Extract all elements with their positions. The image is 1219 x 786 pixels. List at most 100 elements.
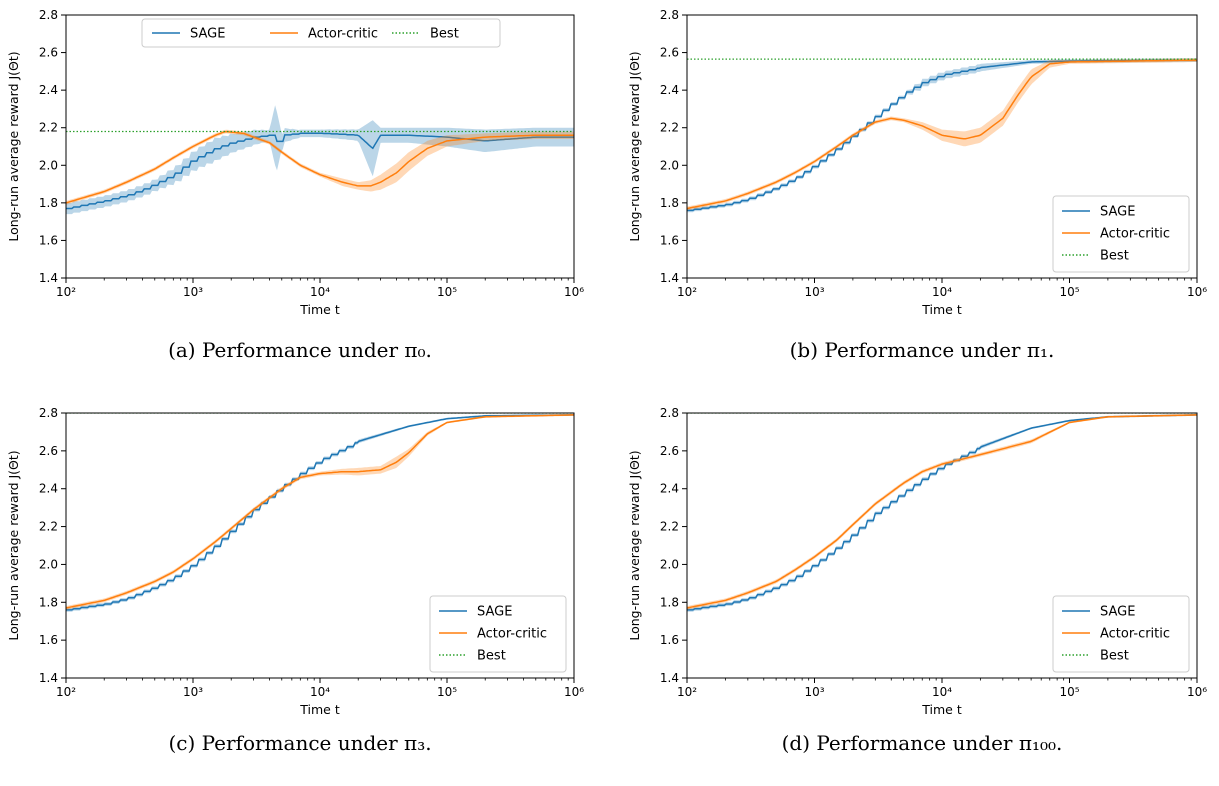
x-tick-label: 10⁴ — [310, 685, 330, 699]
x-tick-label: 10⁵ — [437, 285, 457, 299]
y-tick-label: 1.4 — [660, 271, 679, 285]
y-axis-label: Long-run average reward J(Θt) — [627, 51, 642, 241]
x-axis-label: Time t — [921, 702, 962, 717]
y-tick-label: 1.8 — [39, 595, 58, 609]
figure-caption: (a) Performance under π₀. — [168, 338, 432, 362]
y-tick-label: 2.8 — [660, 406, 679, 420]
legend-box — [1052, 595, 1190, 673]
y-tick-label: 2.6 — [39, 444, 58, 458]
legend-box — [429, 595, 567, 673]
plot-area — [687, 58, 1197, 213]
series-line-sage — [687, 414, 1197, 611]
y-tick-label: 2.6 — [660, 46, 679, 60]
y-tick-label: 2.4 — [39, 482, 58, 496]
y-tick-label: 2.2 — [660, 520, 679, 534]
x-axis-label: Time t — [299, 702, 340, 717]
y-tick-label: 2.8 — [39, 406, 58, 420]
series-line-sage — [66, 414, 574, 611]
x-axis-label: Time t — [921, 302, 962, 317]
y-tick-label: 2.2 — [39, 121, 58, 135]
y-tick-label: 2.4 — [660, 482, 679, 496]
series-band-actor-critic — [687, 413, 1197, 610]
x-tick-label: 10⁴ — [932, 685, 952, 699]
x-tick-label: 10⁵ — [437, 685, 457, 699]
y-tick-label: 2.8 — [660, 8, 679, 22]
chart-panel-3: 10² 10³ 10⁴ 10⁵ 10⁶ 1.4 1.6 1.8 2.0 2.2 2.4 2.6 2.8 T… — [627, 406, 1207, 755]
y-tick-label: 2.0 — [39, 158, 58, 172]
legend-box — [1052, 195, 1190, 273]
legend-label: Actor-critic — [1100, 627, 1170, 642]
y-tick-label: 1.8 — [660, 595, 679, 609]
y-axis-label: Long-run average reward J(Θt) — [6, 450, 21, 640]
legend-label: Actor-critic — [477, 627, 547, 642]
x-tick-label: 10³ — [183, 285, 203, 299]
figure-caption: (b) Performance under π₁. — [790, 338, 1055, 362]
x-tick-label: 10⁴ — [932, 285, 952, 299]
x-tick-label: 10⁶ — [564, 285, 584, 299]
y-tick-label: 2.4 — [39, 83, 58, 97]
legend-label: Best — [430, 27, 459, 42]
y-tick-label: 2.6 — [39, 46, 58, 60]
y-tick-label: 1.6 — [660, 633, 679, 647]
legend-label: SAGE — [1100, 605, 1135, 620]
x-tick-label: 10⁵ — [1059, 685, 1079, 699]
x-tick-label: 10³ — [804, 285, 824, 299]
legend: SAGE Actor-critic Best — [429, 595, 567, 673]
chart-panel-2: 10² 10³ 10⁴ 10⁵ 10⁶ 1.4 1.6 1.8 2.0 2.2 2.4 2.6 2.8 T… — [6, 406, 584, 755]
y-tick-label: 1.8 — [39, 196, 58, 210]
y-tick-label: 2.0 — [39, 557, 58, 571]
y-tick-label: 1.4 — [39, 271, 58, 285]
legend-label: Actor-critic — [308, 27, 378, 42]
y-tick-label: 1.4 — [660, 671, 679, 685]
series-band-sage — [66, 105, 574, 215]
y-tick-label: 2.2 — [39, 520, 58, 534]
x-tick-label: 10⁴ — [310, 285, 330, 299]
series-band-actor-critic — [66, 413, 574, 610]
series-line-actor-critic — [687, 59, 1197, 210]
x-tick-label: 10² — [677, 285, 697, 299]
plot-area — [687, 413, 1197, 612]
series-band-sage — [687, 413, 1197, 612]
y-tick-label: 2.2 — [660, 121, 679, 135]
x-tick-label: 10² — [56, 685, 76, 699]
series-band-actor-critic — [687, 58, 1197, 211]
legend-label: SAGE — [477, 605, 512, 620]
x-tick-label: 10⁶ — [1187, 685, 1207, 699]
series-band-actor-critic — [66, 129, 574, 205]
legend-label: Actor-critic — [1100, 227, 1170, 242]
x-tick-label: 10³ — [804, 685, 824, 699]
y-tick-label: 2.6 — [660, 444, 679, 458]
y-tick-label: 1.6 — [39, 233, 58, 247]
series-line-actor-critic — [66, 130, 574, 204]
chart-panel-1: 10² 10³ 10⁴ 10⁵ 10⁶ 1.4 1.6 1.8 2.0 2.2 2.4 2.6 2.8 T… — [627, 8, 1207, 362]
figure-caption: (d) Performance under π₁₀₀. — [782, 731, 1063, 755]
legend: SAGE Actor-critic Best — [1052, 195, 1190, 273]
legend-box — [141, 18, 501, 48]
legend-label: SAGE — [190, 27, 225, 42]
figure-caption: (c) Performance under π₃. — [168, 731, 431, 755]
x-tick-label: 10² — [56, 285, 76, 299]
series-line-sage — [66, 132, 574, 210]
legend-label: Best — [1100, 649, 1129, 664]
legend-label: Best — [477, 649, 506, 664]
y-axis-label: Long-run average reward J(Θt) — [6, 51, 21, 241]
y-axis-label: Long-run average reward J(Θt) — [627, 450, 642, 640]
y-tick-label: 2.0 — [660, 158, 679, 172]
y-tick-label: 1.4 — [39, 671, 58, 685]
legend: SAGE Actor-critic Best — [141, 18, 501, 48]
x-tick-label: 10² — [677, 685, 697, 699]
x-tick-label: 10⁵ — [1059, 285, 1079, 299]
plot-area — [66, 413, 574, 612]
y-tick-label: 2.0 — [660, 557, 679, 571]
chart-panel-0: 10² 10³ 10⁴ 10⁵ 10⁶ 1.4 1.6 1.8 2.0 2.2 2.4 2.6 2.8 T… — [6, 8, 584, 362]
y-tick-label: 1.8 — [660, 196, 679, 210]
plot-area — [66, 105, 574, 215]
series-band-sage — [66, 413, 574, 612]
series-line-actor-critic — [687, 414, 1197, 609]
x-axis-label: Time t — [299, 302, 340, 317]
y-tick-label: 1.6 — [39, 633, 58, 647]
legend: SAGE Actor-critic Best — [1052, 595, 1190, 673]
legend-label: SAGE — [1100, 205, 1135, 220]
y-tick-label: 2.4 — [660, 83, 679, 97]
